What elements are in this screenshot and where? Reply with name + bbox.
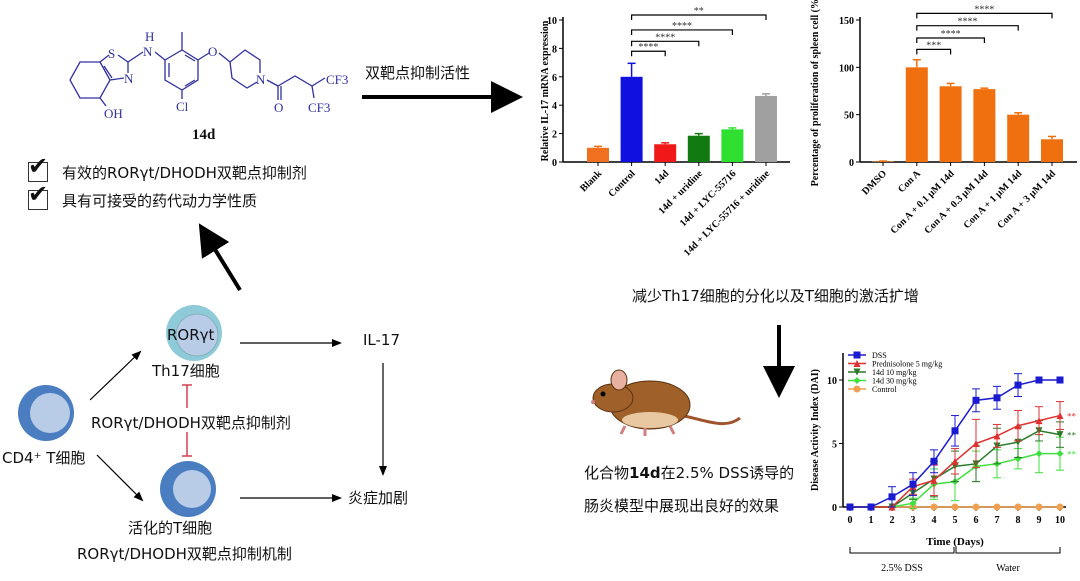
th17-label: Th17细胞 [152,362,220,380]
atom-label: N [124,71,134,86]
caption-text: 化合物 [584,464,630,482]
atom-label: O [208,44,217,59]
atom-label: OH [104,106,123,121]
atom-label: CF3 [326,72,348,87]
atom-label: Cl [176,99,189,114]
check-icon: ✔ [28,152,49,180]
il17-label: IL-17 [363,331,401,349]
atom-label: O [274,100,283,115]
inhibitor-label: RORγt/DHODH双靶点抑制剂 [91,414,291,432]
inflammation-label: 炎症加剧 [348,489,409,507]
atom-label: CF3 [308,100,330,115]
mouse-illustration [591,369,741,436]
mouse-caption-line1: 化合物14d在2.5% DSS诱导的 [584,462,794,483]
arrow-up [198,223,242,292]
mechanism-title: RORγt/DHODH双靶点抑制机制 [77,545,292,563]
atom-label: S [108,46,115,61]
caption-compound: 14d [629,464,661,482]
atom-label: N [143,44,153,59]
middle-caption: 减少Th17细胞的分化以及T细胞的激活扩增 [632,287,919,305]
check-icon: ✔ [28,180,49,208]
cd4-label: CD4⁺ T细胞 [2,449,86,467]
checklist-item: 有效的RORγt/DHODH双靶点抑制剂 [62,164,307,182]
molecule-14d-structure: S H N N OH Cl O N O CF3 CF3 [69,29,348,121]
arrow-label: 双靶点抑制活性 [365,64,471,82]
inhibition-lines [182,384,192,457]
checklist-item: 具有可接受的药代动力学性质 [62,192,258,210]
atom-label: N [256,72,266,87]
mouse-caption-line2: 肠炎模型中展现出良好的效果 [584,497,780,515]
activated-t-label: 活化的T细胞 [128,519,213,537]
atom-label: H [145,29,154,44]
caption-text: 在2.5% DSS诱导的 [660,464,795,482]
compound-name: 14d [192,127,216,143]
checkbox-checked [28,162,48,182]
checkbox-checked [28,190,48,210]
rorgt-label: RORγt [167,326,215,344]
